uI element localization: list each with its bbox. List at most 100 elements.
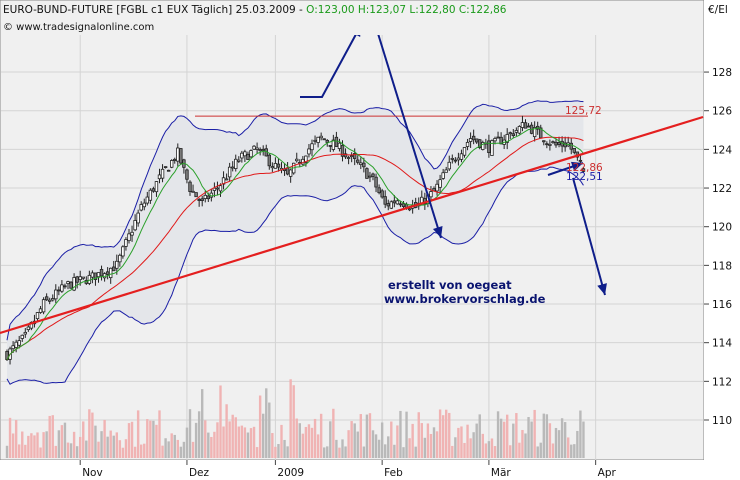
candle xyxy=(54,284,58,304)
volume-bar xyxy=(118,440,122,458)
volume-bar xyxy=(499,418,503,458)
candle-body xyxy=(572,148,576,153)
arrow-line xyxy=(300,24,362,98)
volume-bar xyxy=(216,422,219,458)
volume-bar xyxy=(524,433,527,458)
candle xyxy=(99,265,104,281)
website-annotation: www.brokervorschlag.de xyxy=(384,292,546,306)
volume-bar xyxy=(414,446,417,458)
volume-bar xyxy=(237,426,240,458)
candle xyxy=(75,275,79,289)
volume-bar xyxy=(487,441,491,458)
volume-bar xyxy=(478,414,481,458)
candle xyxy=(310,139,314,157)
candle-body xyxy=(230,166,235,169)
candle-body xyxy=(380,190,384,198)
volume-bar xyxy=(161,445,164,458)
volume-bar xyxy=(173,434,176,458)
candle xyxy=(148,188,153,204)
candle xyxy=(60,280,64,293)
candle-body xyxy=(450,157,454,160)
candle xyxy=(474,138,479,144)
candle-body xyxy=(514,130,519,133)
volume-bar xyxy=(194,422,198,458)
volume-bar xyxy=(426,423,430,458)
candle-body xyxy=(356,159,360,163)
candle-body xyxy=(386,203,390,207)
candle-body xyxy=(44,296,49,301)
volume-bar xyxy=(405,411,408,458)
volume-bar xyxy=(8,417,12,458)
forecast-arrows xyxy=(300,13,607,296)
moving-average-slow xyxy=(6,136,584,360)
volume-bar xyxy=(380,422,384,458)
candle xyxy=(273,157,278,169)
volume-bar xyxy=(246,432,250,458)
volume-bar xyxy=(344,446,347,458)
candle-body xyxy=(197,199,201,201)
candle-body xyxy=(349,155,354,157)
candle xyxy=(160,164,165,183)
volume-bar xyxy=(347,430,350,458)
y-tick-label: 124 xyxy=(712,144,732,156)
x-tick-label: Nov xyxy=(82,467,103,479)
candle xyxy=(169,159,174,169)
candle-body xyxy=(139,204,143,211)
volume-bar xyxy=(329,421,332,458)
candle xyxy=(316,136,320,148)
candle xyxy=(23,328,27,338)
candle-body xyxy=(532,127,537,138)
candle-body xyxy=(322,138,326,141)
candle xyxy=(173,157,177,164)
volume-bar xyxy=(402,447,405,458)
x-tick-label: Apr xyxy=(598,467,617,479)
candle-body xyxy=(66,281,70,285)
candle-body xyxy=(194,192,198,198)
volume-bar xyxy=(304,426,308,458)
candle xyxy=(230,161,235,172)
candle-body xyxy=(243,151,247,157)
volume-bar xyxy=(27,435,30,458)
candle xyxy=(124,237,128,251)
candle-body xyxy=(551,141,555,144)
volume-bar xyxy=(319,413,323,458)
volume-bars xyxy=(5,379,585,458)
volume-bar xyxy=(332,408,335,458)
volume-bar xyxy=(231,414,234,458)
candle-body xyxy=(563,142,567,148)
volume-bar xyxy=(362,446,366,458)
volume-bar xyxy=(411,423,414,458)
y-tick-label: 128 xyxy=(712,67,732,79)
volume-bar xyxy=(390,421,393,458)
volume-bar xyxy=(567,437,570,458)
candle xyxy=(109,267,113,284)
candle xyxy=(166,169,171,172)
candle-body xyxy=(471,135,476,141)
volume-bar xyxy=(277,444,280,458)
candle xyxy=(51,294,55,302)
volume-bar xyxy=(490,438,494,458)
candle-body xyxy=(51,298,55,301)
candle-body xyxy=(456,157,461,161)
volume-bar xyxy=(72,431,76,458)
arrow-head xyxy=(570,161,583,172)
volume-bar xyxy=(222,426,225,458)
volume-bar xyxy=(435,431,439,458)
volume-bar xyxy=(365,414,369,458)
volume-bar xyxy=(179,446,183,458)
candle xyxy=(343,148,348,160)
candle xyxy=(243,149,247,163)
volume-bar xyxy=(448,412,451,458)
volume-bar xyxy=(420,423,423,458)
volume-bar xyxy=(396,425,399,458)
volume-bar xyxy=(130,421,134,458)
candle-body xyxy=(69,281,73,289)
candle xyxy=(526,123,531,128)
candle-body xyxy=(542,140,546,143)
y-tick-label: 120 xyxy=(712,222,732,234)
candle-body xyxy=(496,136,500,139)
candle-body xyxy=(35,312,40,320)
candle-body xyxy=(429,191,433,198)
candle-body xyxy=(362,162,366,168)
volume-bar xyxy=(170,433,173,458)
